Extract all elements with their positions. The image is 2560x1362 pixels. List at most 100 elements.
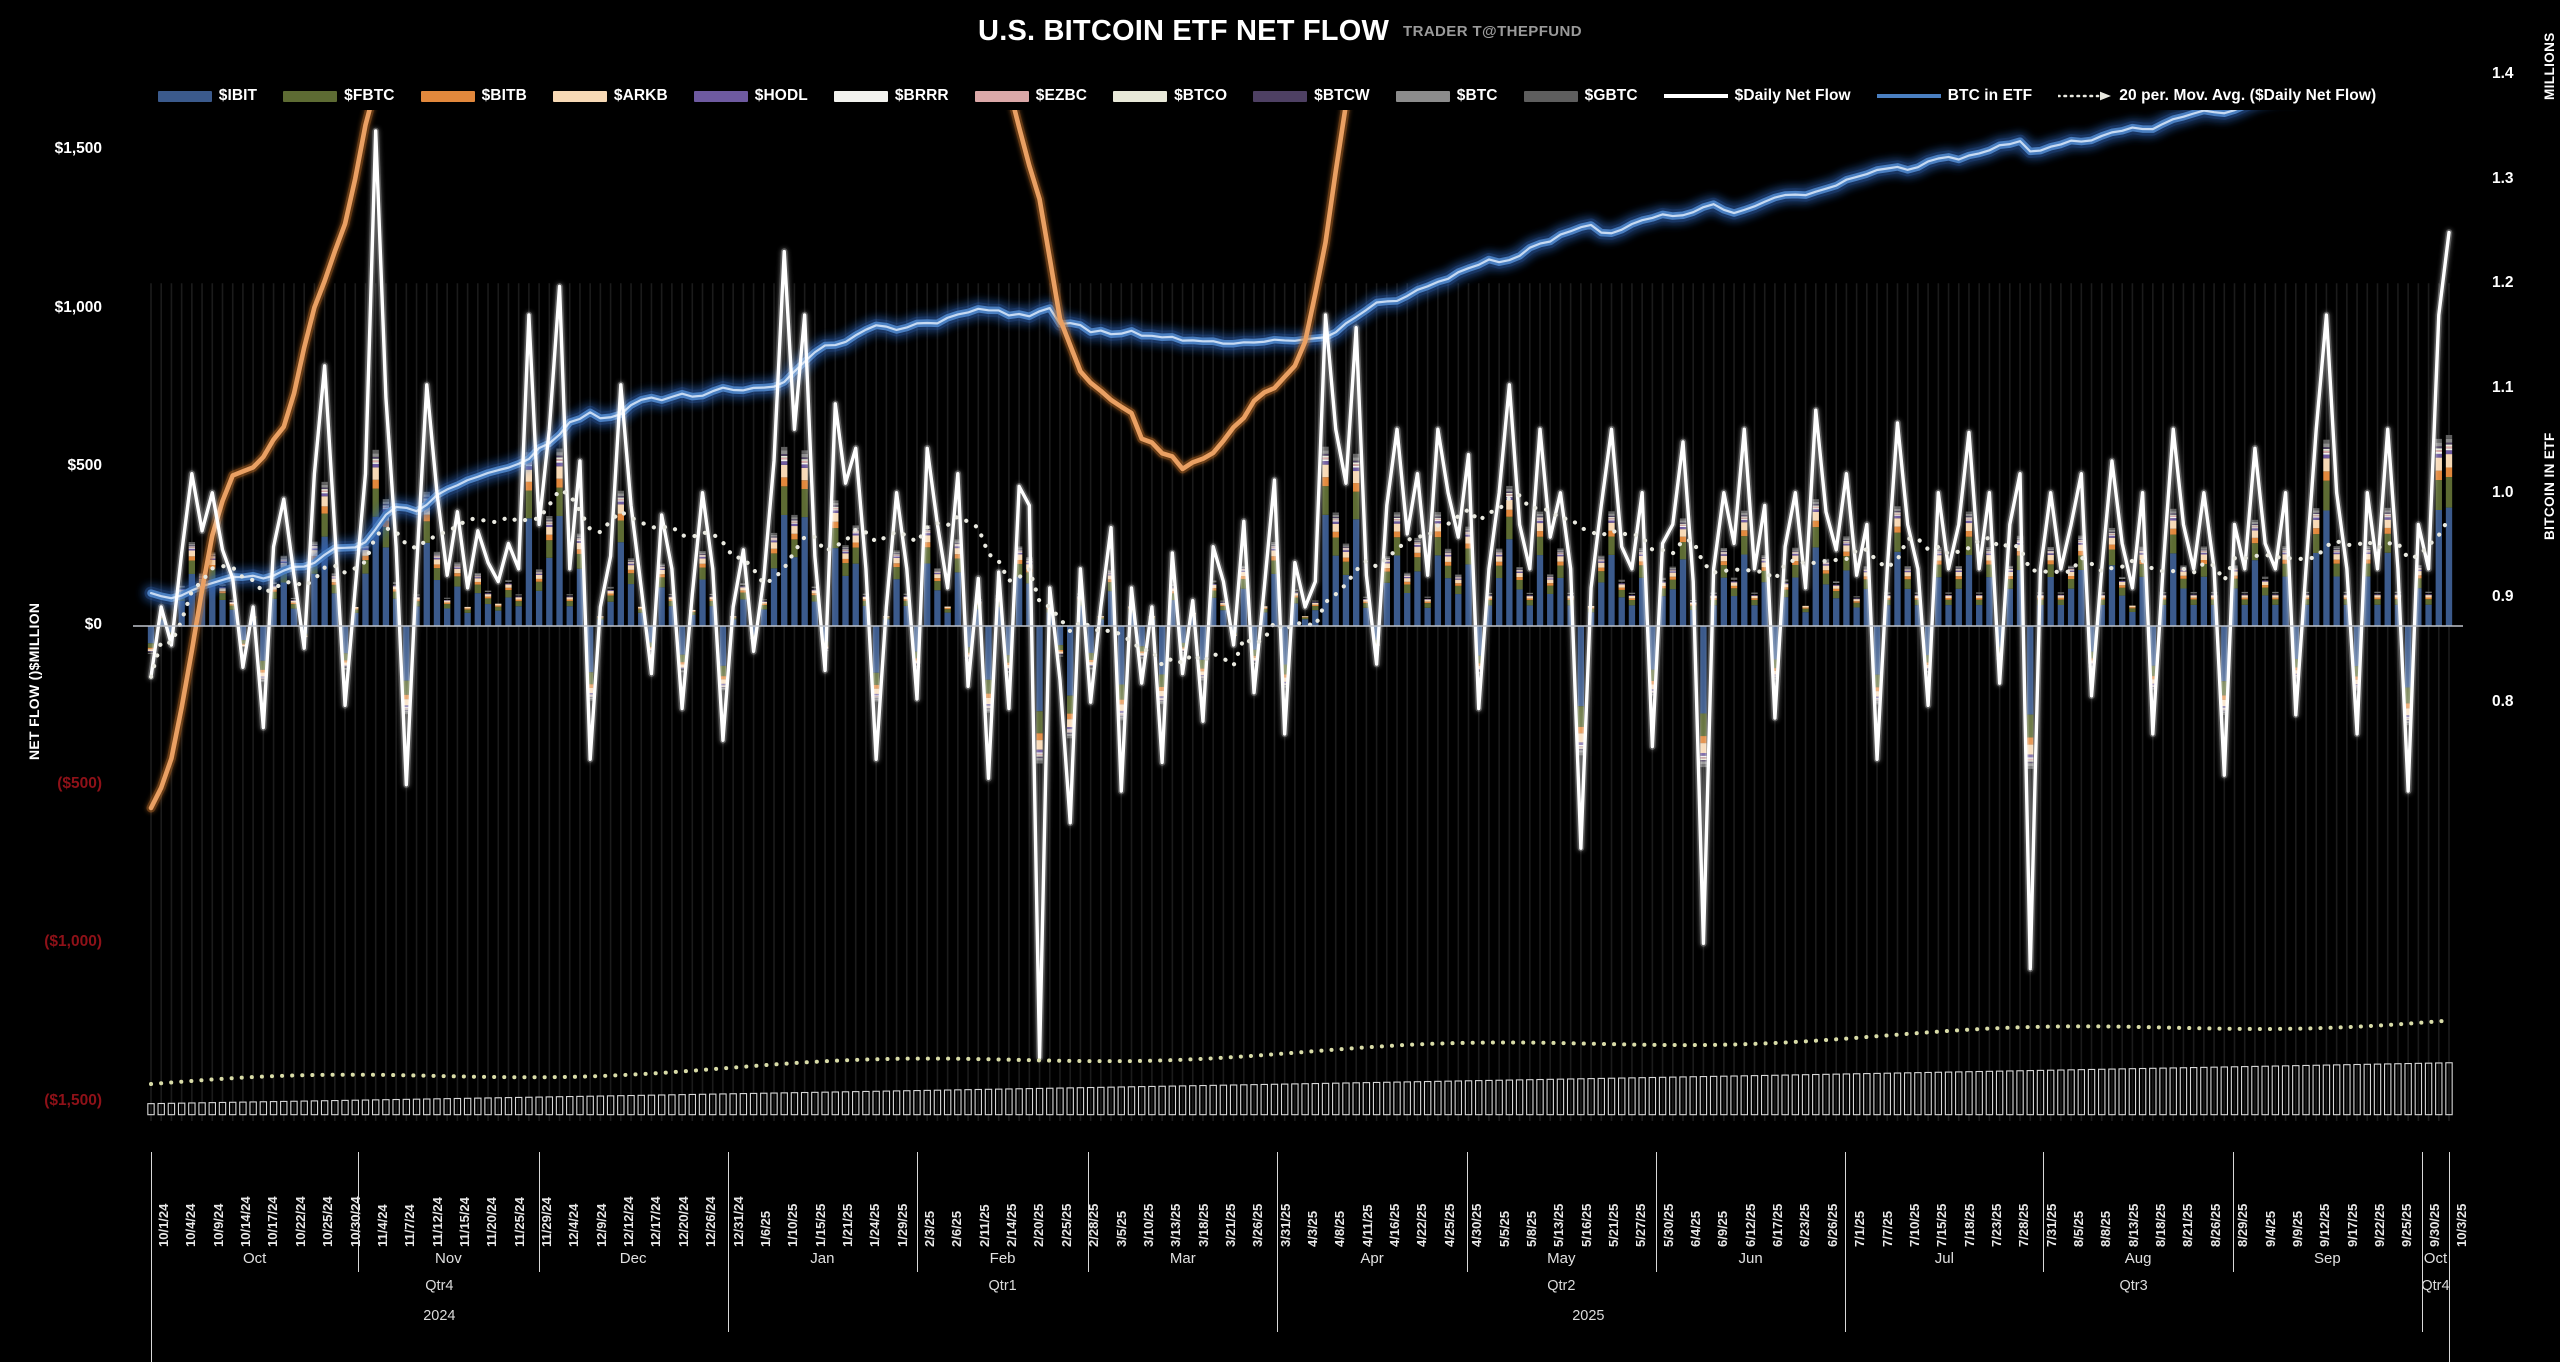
- volume-bar: [1863, 1073, 1871, 1116]
- legend-btcw-swatch: [1253, 90, 1308, 102]
- bar-segment: [1557, 561, 1564, 566]
- legend-hodl[interactable]: $HODL: [693, 87, 808, 105]
- bar-segment: [1036, 756, 1043, 758]
- legend-arkb[interactable]: $ARKB: [552, 87, 668, 105]
- bar-segment: [2374, 597, 2381, 600]
- bar-segment: [954, 546, 962, 549]
- bar-segment: [546, 521, 553, 523]
- volume-bar: [1771, 1074, 1779, 1116]
- bar-segment: [546, 534, 553, 541]
- bar-segment: [1976, 592, 1983, 593]
- bar-segment: [2067, 569, 2075, 571]
- bar-segment: [2027, 766, 2034, 769]
- bar-segment: [1526, 593, 1533, 595]
- bar-segment: [2435, 480, 2442, 510]
- x-axis-tick: 8/26/25: [2207, 1203, 2223, 1247]
- bar-segment: [2241, 591, 2248, 593]
- bar-segment: [1393, 537, 1401, 556]
- bar-segment: [2027, 757, 2034, 759]
- legend-fbtc[interactable]: $FBTC: [283, 87, 394, 105]
- legend-ezbc[interactable]: $EZBC: [974, 87, 1087, 105]
- legend-btcw-label: $BTCW: [1314, 87, 1370, 104]
- legend-btc-in-etf[interactable]: BTC in ETF: [1876, 87, 2033, 105]
- bar-segment: [1536, 513, 1544, 517]
- bar-segment: [658, 567, 665, 568]
- volume-bar: [412, 1098, 421, 1116]
- bar-segment: [1608, 511, 1615, 514]
- bar-segment: [1741, 519, 1748, 523]
- legend-ibit[interactable]: $IBIT: [157, 87, 257, 105]
- bar-segment: [1444, 565, 1452, 579]
- volume-bar: [933, 1089, 942, 1116]
- legend-gbtc-swatch: [1523, 90, 1578, 102]
- bar-segment: [576, 553, 584, 569]
- x-axis-tick: 1/24/25: [867, 1203, 883, 1247]
- bar-segment: [1577, 742, 1585, 746]
- volume-bar: [1546, 1078, 1554, 1116]
- bar-segment: [382, 527, 390, 548]
- volume-bar: [555, 1096, 564, 1116]
- legend-bitb[interactable]: $BITB: [420, 87, 527, 105]
- legend-daily-net-flow[interactable]: $Daily Net Flow: [1663, 87, 1851, 105]
- bar-segment: [2313, 516, 2320, 518]
- bar-segment: [1312, 610, 1319, 626]
- bar-segment: [1904, 576, 1911, 580]
- bar-segment: [2282, 563, 2289, 577]
- bar-segment: [1853, 607, 1860, 626]
- bar-segment: [770, 568, 778, 626]
- volume-bar: [657, 1094, 666, 1116]
- bar-segment: [1557, 554, 1564, 557]
- bar-segment: [2425, 597, 2432, 600]
- legend-btco[interactable]: $BTCO: [1113, 87, 1227, 105]
- bar-segment: [147, 643, 155, 648]
- volume-bar: [994, 1088, 1003, 1116]
- bar-segment: [944, 609, 951, 613]
- x-axis-tick: 4/30/25: [1469, 1203, 1485, 1247]
- legend-moving-average[interactable]: 20 per. Mov. Avg. ($Daily Net Flow): [2058, 87, 2376, 105]
- bar-segment: [2221, 681, 2228, 696]
- bar-segment: [1506, 491, 1513, 493]
- bar-segment: [188, 542, 196, 544]
- legend-btcw[interactable]: $BTCW: [1253, 87, 1370, 105]
- volume-bar: [249, 1101, 257, 1116]
- volume-bar: [1924, 1071, 1932, 1116]
- bar-segment: [2313, 515, 2320, 517]
- bar-segment: [321, 491, 328, 494]
- bar-segment: [1424, 599, 1431, 602]
- y-axis-left-tick: ($1,500): [44, 1092, 102, 1109]
- bar-segment: [147, 647, 155, 650]
- x-axis-tick: 12/4/24: [566, 1203, 582, 1247]
- bar-segment: [2313, 552, 2320, 626]
- bar-segment: [1771, 626, 1779, 660]
- bar-segment: [2006, 576, 2013, 580]
- bar-segment: [2313, 510, 2320, 513]
- legend-brrr[interactable]: $BRRR: [833, 87, 949, 105]
- legend-gbtc[interactable]: $GBTC: [1523, 87, 1638, 105]
- bar-segment: [280, 561, 287, 563]
- bar-segment: [2384, 512, 2391, 514]
- volume-bar: [1955, 1071, 1963, 1116]
- bar-segment: [658, 567, 665, 569]
- bar-segment: [760, 601, 767, 604]
- bar-segment: [1618, 584, 1625, 588]
- bar-segment: [495, 603, 502, 606]
- bar-segment: [801, 459, 808, 461]
- bar-segment: [321, 489, 328, 491]
- bar-segment: [1526, 596, 1533, 599]
- bar-segment: [372, 462, 379, 464]
- bar-segment: [433, 555, 441, 557]
- bar-segment: [1036, 760, 1043, 764]
- bar-segment: [842, 558, 849, 563]
- x-axis-tick: 3/21/25: [1222, 1203, 1238, 1247]
- bar-segment: [474, 572, 481, 574]
- x-axis-tick: 1/6/25: [757, 1210, 773, 1247]
- bar-segment: [1598, 582, 1605, 626]
- bar-segment: [1904, 570, 1911, 573]
- bar-segment: [474, 593, 481, 626]
- bar-segment: [382, 504, 390, 506]
- volume-bar: [943, 1089, 952, 1116]
- bar-segment: [2170, 514, 2177, 516]
- bar-segment: [219, 593, 226, 600]
- bar-segment: [2241, 592, 2248, 594]
- legend-btc[interactable]: $BTC: [1395, 87, 1498, 105]
